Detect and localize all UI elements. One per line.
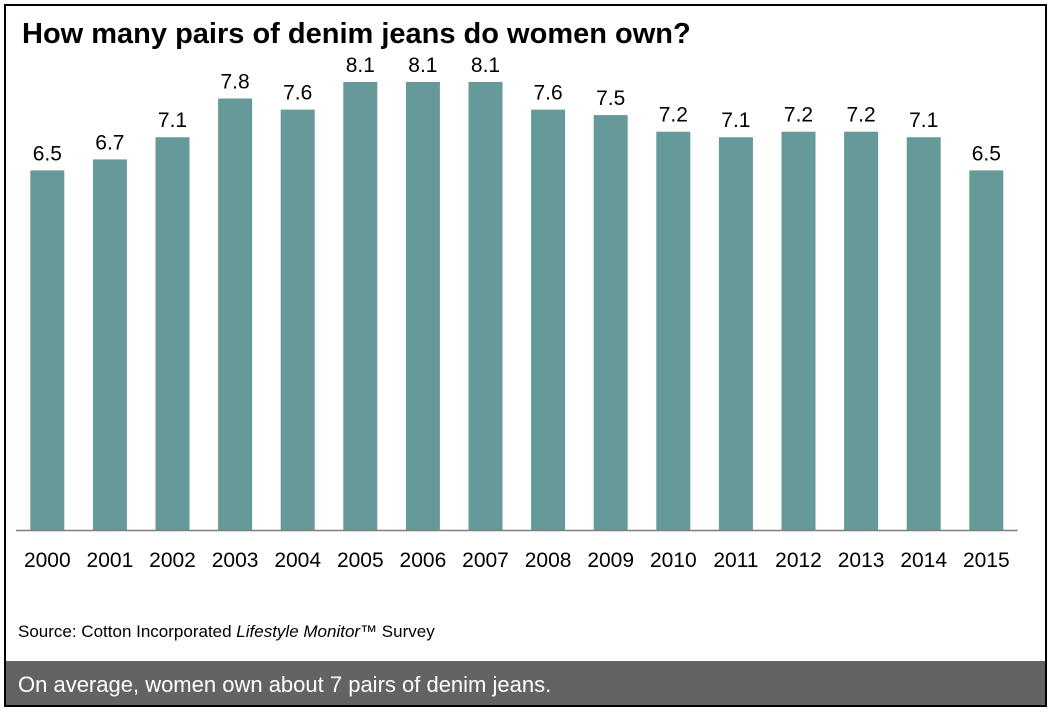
value-label-2010: 7.2 xyxy=(659,104,688,127)
source-prefix: Source: Cotton Incorporated xyxy=(18,622,237,641)
x-tick-label-2011: 2011 xyxy=(713,549,758,572)
value-label-2006: 8.1 xyxy=(408,54,437,77)
bar-2000 xyxy=(30,170,65,530)
x-tick-label-2015: 2015 xyxy=(963,549,1010,572)
value-label-2008: 7.6 xyxy=(533,82,562,105)
source-publication: Lifestyle Monitor xyxy=(236,622,361,641)
value-label-2007: 8.1 xyxy=(471,54,500,77)
bar-2005 xyxy=(343,81,378,531)
bar-2015 xyxy=(969,170,1004,530)
bar-2012 xyxy=(781,131,816,530)
bar-2011 xyxy=(718,137,753,530)
bar-2002 xyxy=(155,137,190,530)
x-tick-label-2001: 2001 xyxy=(87,549,134,572)
value-label-2001: 6.7 xyxy=(95,131,124,154)
value-label-2003: 7.8 xyxy=(220,71,249,94)
bar-2001 xyxy=(92,159,127,530)
x-tick-label-2000: 2000 xyxy=(24,549,71,572)
x-tick-label-2009: 2009 xyxy=(587,549,634,572)
x-tick-label-2012: 2012 xyxy=(775,549,822,572)
footer-text: On average, women own about 7 pairs of d… xyxy=(18,672,552,697)
value-label-2004: 7.6 xyxy=(283,82,312,105)
x-tick-label-2003: 2003 xyxy=(212,549,259,572)
value-label-2000: 6.5 xyxy=(33,142,62,165)
value-label-2009: 7.5 xyxy=(596,87,625,110)
x-tick-label-2010: 2010 xyxy=(650,549,697,572)
bar-2010 xyxy=(656,131,691,530)
source-suffix: ™ Survey xyxy=(360,622,435,641)
chart-frame: How many pairs of denim jeans do women o… xyxy=(4,4,1047,707)
value-label-2013: 7.2 xyxy=(846,104,875,127)
value-label-2014: 7.1 xyxy=(909,109,938,132)
x-tick-label-2014: 2014 xyxy=(900,549,947,572)
value-label-2011: 7.1 xyxy=(721,109,750,132)
bar-2004 xyxy=(280,109,315,530)
x-tick-label-2005: 2005 xyxy=(337,549,384,572)
x-tick-label-2004: 2004 xyxy=(274,549,321,572)
bar-2009 xyxy=(593,115,628,530)
value-label-2012: 7.2 xyxy=(784,104,813,127)
x-tick-label-2007: 2007 xyxy=(462,549,509,572)
chart-title: How many pairs of denim jeans do women o… xyxy=(22,18,691,50)
bar-2014 xyxy=(906,137,941,530)
x-tick-label-2008: 2008 xyxy=(525,549,572,572)
bar-2008 xyxy=(531,109,566,530)
x-tick-label-2002: 2002 xyxy=(149,549,196,572)
x-tick-label-2006: 2006 xyxy=(400,549,447,572)
x-tick-label-2013: 2013 xyxy=(838,549,885,572)
bar-2007 xyxy=(468,81,503,531)
bar-chart: 6.5 2000 6.7 2001 7.1 2002 7.8 2003 7.6 2004 8.1 20… xyxy=(16,54,1018,572)
bar-2013 xyxy=(844,131,879,530)
value-label-2002: 7.1 xyxy=(158,109,187,132)
value-label-2015: 6.5 xyxy=(972,142,1001,165)
bar-2006 xyxy=(405,81,440,531)
value-label-2005: 8.1 xyxy=(346,54,375,77)
bar-2003 xyxy=(218,98,253,530)
footer-banner: On average, women own about 7 pairs of d… xyxy=(6,661,1045,705)
source-note: Source: Cotton Incorporated Lifestyle Mo… xyxy=(18,622,435,642)
